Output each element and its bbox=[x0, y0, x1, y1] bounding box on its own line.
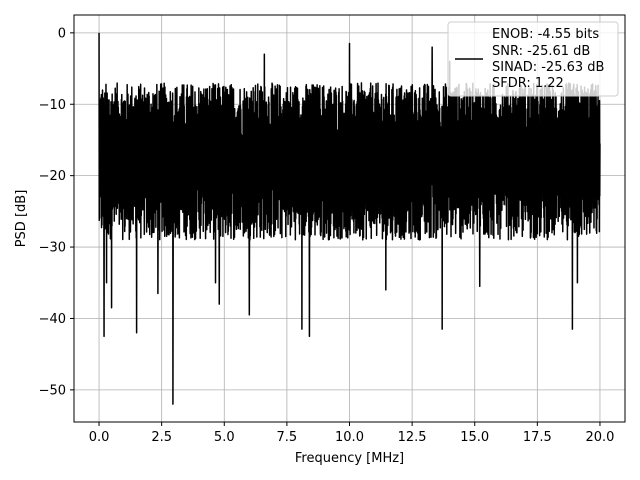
y-tick-label: −40 bbox=[39, 312, 66, 327]
x-tick-label: 10.0 bbox=[335, 430, 364, 445]
legend-entry-sinad: SINAD: -25.63 dB bbox=[492, 60, 604, 75]
y-tick-label: 0 bbox=[58, 26, 66, 41]
legend-entry-enob: ENOB: -4.55 bits bbox=[492, 27, 599, 42]
plot-area bbox=[98, 32, 601, 405]
y-tick-label: −30 bbox=[39, 241, 66, 256]
x-tick-label: 17.5 bbox=[523, 430, 552, 445]
y-tick-label: −10 bbox=[39, 98, 66, 113]
y-axis-ticks: 0 −10 −20 −30 −40 −50 bbox=[39, 26, 74, 398]
legend-box bbox=[447, 21, 619, 97]
y-tick-label: −50 bbox=[39, 383, 66, 398]
x-tick-label: 15.0 bbox=[460, 430, 489, 445]
x-axis-ticks: 0.0 2.5 5.0 7.5 10.0 12.5 15.0 17.5 20.0 bbox=[89, 422, 614, 445]
legend: ENOB: -4.55 bits SNR: -25.61 dB SINAD: -… bbox=[447, 21, 619, 97]
x-tick-label: 0.0 bbox=[89, 430, 110, 445]
y-axis-label: PSD [dB] bbox=[14, 190, 29, 248]
psd-series-line bbox=[98, 32, 601, 405]
legend-entry-sfdr: SFDR: 1.22 bbox=[492, 76, 564, 91]
legend-entry-snr: SNR: -25.61 dB bbox=[492, 44, 590, 59]
x-tick-label: 12.5 bbox=[398, 430, 427, 445]
x-tick-label: 20.0 bbox=[585, 430, 614, 445]
x-tick-label: 7.5 bbox=[277, 430, 298, 445]
x-tick-label: 5.0 bbox=[214, 430, 235, 445]
x-axis-label: Frequency [MHz] bbox=[295, 451, 404, 466]
x-tick-label: 2.5 bbox=[151, 430, 172, 445]
y-tick-label: −20 bbox=[39, 169, 66, 184]
